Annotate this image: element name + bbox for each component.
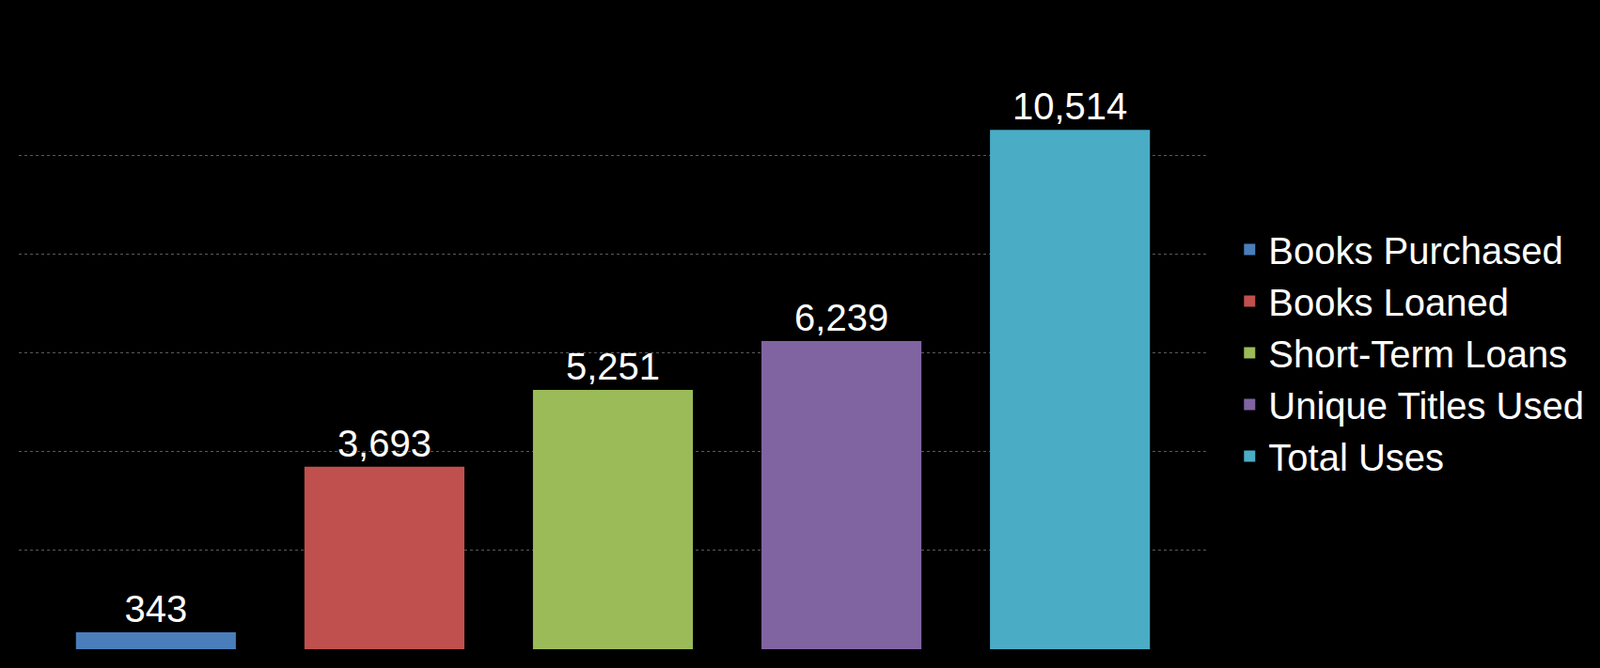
svg-text:10,514: 10,514 — [1012, 85, 1128, 127]
svg-text:Books Purchased: Books Purchased — [1268, 230, 1564, 272]
svg-text:Total Uses: Total Uses — [1268, 437, 1444, 479]
svg-text:5,251: 5,251 — [565, 345, 660, 388]
svg-text:Books Loaned: Books Loaned — [1268, 282, 1509, 324]
svg-text:3,693: 3,693 — [337, 423, 432, 465]
svg-text:6,239: 6,239 — [794, 297, 889, 339]
svg-text:343: 343 — [124, 588, 188, 630]
svg-text:Unique Titles Used: Unique Titles Used — [1268, 385, 1585, 427]
svg-text:Short-Term Loans: Short-Term Loans — [1268, 333, 1568, 376]
